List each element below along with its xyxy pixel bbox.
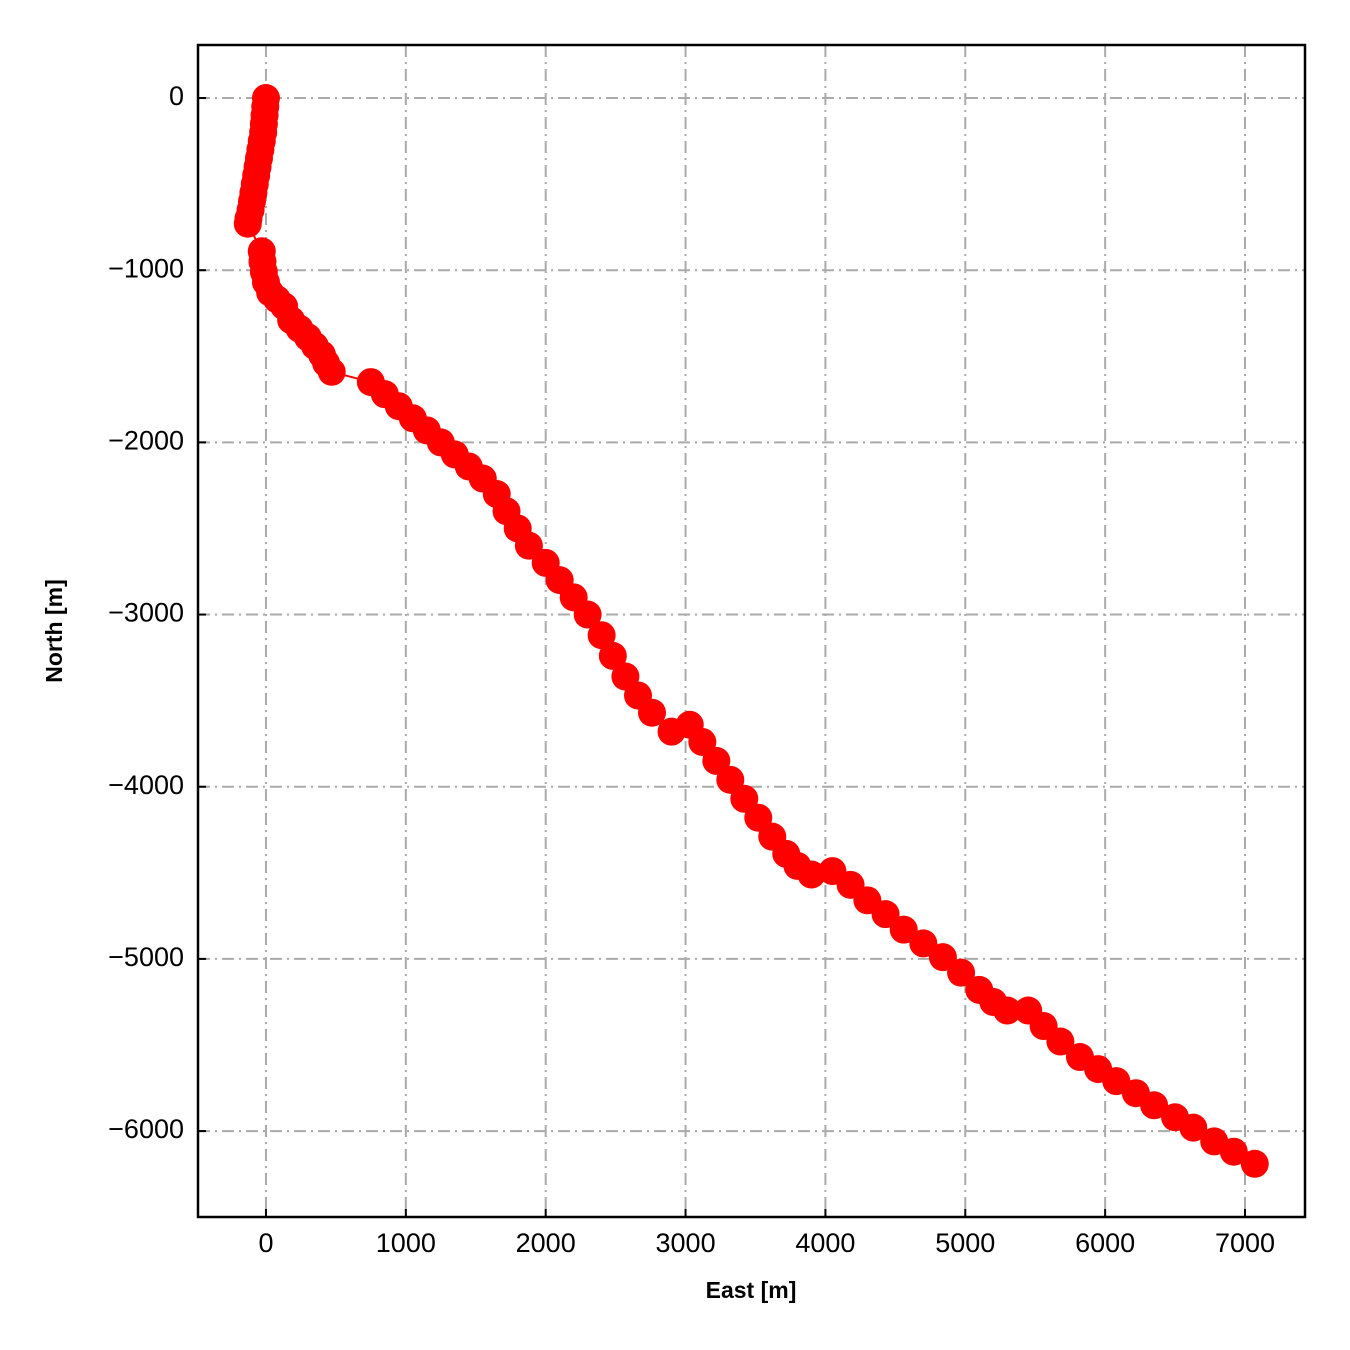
data-point <box>889 915 918 944</box>
y-tick-label: −4000 <box>108 770 184 800</box>
data-point <box>1046 1027 1075 1056</box>
x-tick-label: 7000 <box>1215 1228 1275 1258</box>
x-tick-label: 0 <box>258 1228 273 1258</box>
x-tick-label: 3000 <box>656 1228 716 1258</box>
data-point <box>1179 1113 1208 1142</box>
data-point <box>871 900 900 929</box>
y-tick-label: −5000 <box>108 942 184 972</box>
data-point <box>1240 1149 1269 1178</box>
data-point <box>317 357 346 386</box>
data-line <box>246 97 1256 1165</box>
data-point <box>598 641 627 670</box>
x-tick-label: 6000 <box>1075 1228 1135 1258</box>
x-tick-label: 4000 <box>795 1228 855 1258</box>
x-tick-label: 1000 <box>376 1228 436 1258</box>
data-point <box>587 621 616 650</box>
data-point <box>637 698 666 727</box>
data-point <box>514 531 543 560</box>
data-point <box>947 958 976 987</box>
data-point <box>233 209 262 238</box>
y-tick-label: −2000 <box>108 426 184 456</box>
y-tick-label: −3000 <box>108 598 184 628</box>
x-tick-label: 2000 <box>516 1228 576 1258</box>
x-tick-label: 5000 <box>935 1228 995 1258</box>
plot-frame <box>196 43 1307 1219</box>
data-point <box>797 860 826 889</box>
data-point <box>573 600 602 629</box>
data-point <box>909 929 938 958</box>
y-axis-label: North [m] <box>41 579 67 682</box>
data-point <box>928 943 957 972</box>
data-point <box>1140 1091 1169 1120</box>
y-tick-label: −1000 <box>108 253 184 283</box>
x-axis-label: East [m] <box>706 1277 797 1303</box>
y-tick-label: 0 <box>169 81 184 111</box>
data-point <box>1219 1137 1248 1166</box>
data-point <box>993 996 1022 1025</box>
y-tick-label: −6000 <box>108 1114 184 1144</box>
